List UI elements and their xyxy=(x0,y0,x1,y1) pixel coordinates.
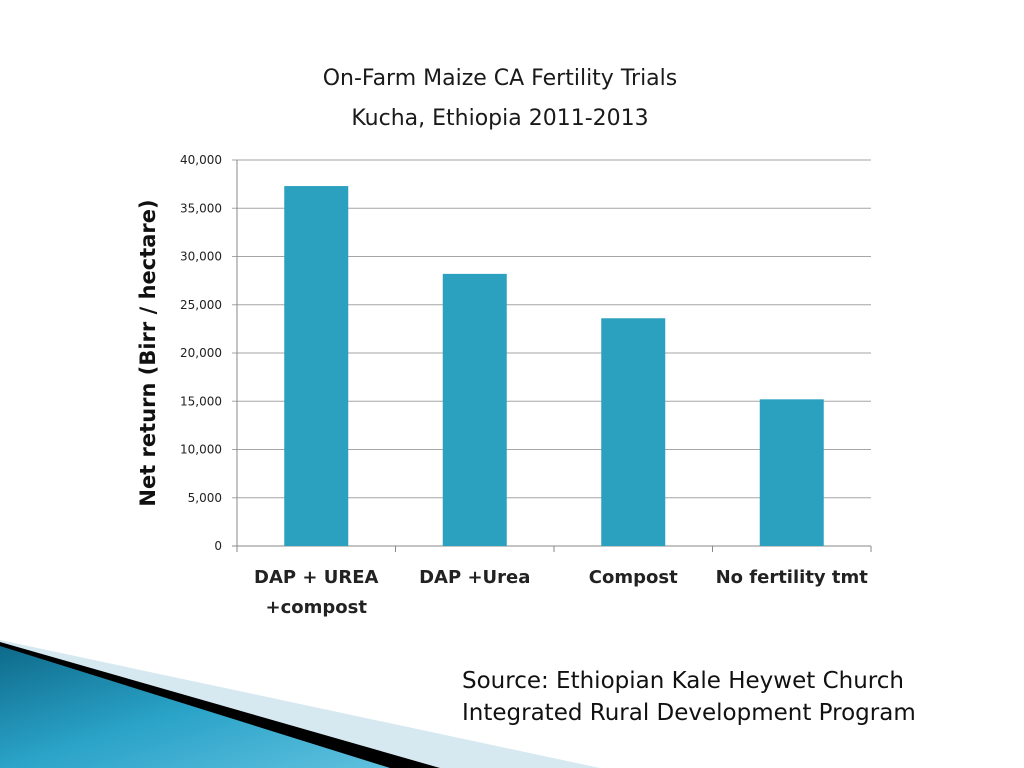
bar xyxy=(601,318,666,546)
y-tick-label: 5,000 xyxy=(188,491,222,505)
x-tick-label: DAP + UREA xyxy=(254,567,378,588)
chart-title: On-Farm Maize CA Fertility Trials xyxy=(322,66,678,91)
x-tick-label: Compost xyxy=(589,567,678,588)
bar xyxy=(442,273,507,546)
x-tick-label: +compost xyxy=(266,597,368,618)
bar xyxy=(759,399,824,546)
source-line-1: Source: Ethiopian Kale Heywet Church xyxy=(462,668,904,694)
chart-subtitle: Kucha, Ethiopia 2011-2013 xyxy=(351,106,649,131)
y-tick-label: 40,000 xyxy=(180,153,222,167)
y-tick-label: 35,000 xyxy=(180,201,222,215)
y-tick-label: 15,000 xyxy=(180,394,222,408)
y-tick-label: 20,000 xyxy=(180,346,222,360)
x-tick-label: DAP +Urea xyxy=(419,567,530,588)
x-tick-label: No fertility tmt xyxy=(716,567,869,588)
y-tick-label: 30,000 xyxy=(180,250,222,264)
y-tick-label: 10,000 xyxy=(180,443,222,457)
y-tick-label: 0 xyxy=(214,539,222,553)
bar xyxy=(284,186,349,546)
source-line-2: Integrated Rural Development Program xyxy=(462,700,916,726)
y-tick-label: 25,000 xyxy=(180,298,222,312)
decoration-blue-band xyxy=(0,646,390,768)
